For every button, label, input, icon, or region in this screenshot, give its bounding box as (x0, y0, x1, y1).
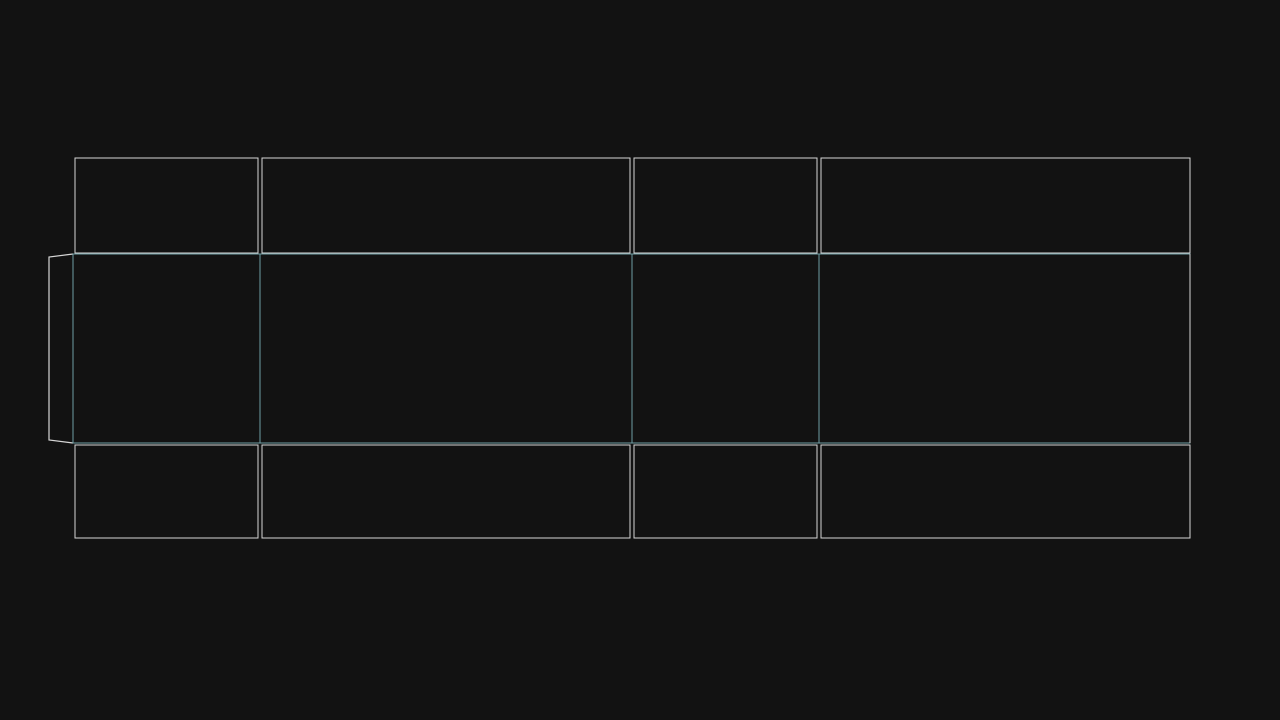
top-flap-2 (261, 157, 631, 254)
top-flap-1 (74, 157, 259, 254)
top-flaps (74, 157, 1191, 254)
bottom-flap-2 (261, 444, 631, 539)
bottom-flap-3 (633, 444, 818, 539)
bottom-flaps (74, 444, 1191, 539)
top-flap-4 (820, 157, 1191, 254)
bottom-flap-1 (74, 444, 259, 539)
bottom-flap-4 (820, 444, 1191, 539)
glue-tab (48, 253, 74, 444)
top-flap-3 (633, 157, 818, 254)
